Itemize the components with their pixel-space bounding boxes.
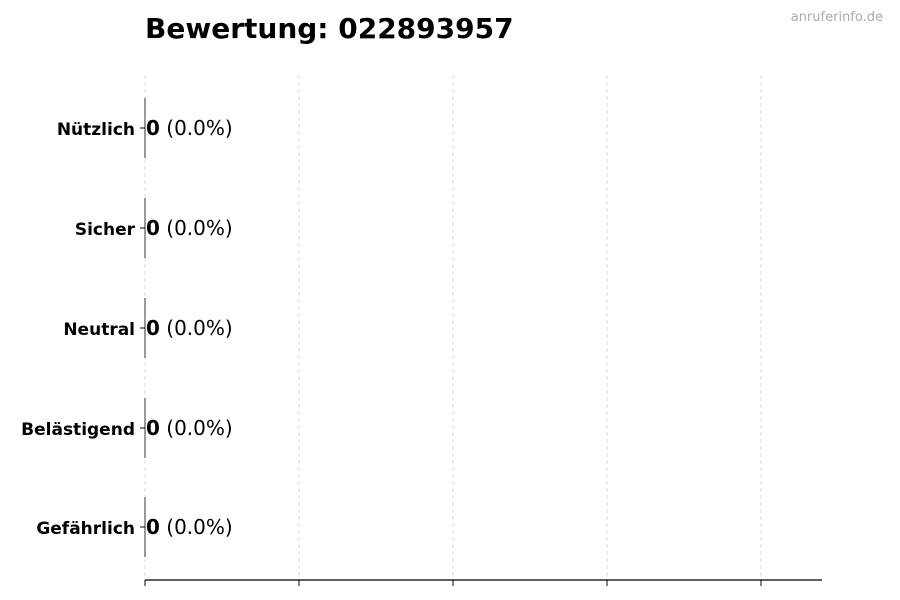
data-label-count: 0 (146, 116, 160, 140)
data-label-percent: (0.0%) (160, 116, 233, 140)
y-tick-label: Belästigend (21, 420, 135, 440)
watermark: anruferinfo.de (790, 10, 883, 25)
chart-title: Bewertung: 022893957 (145, 12, 514, 45)
data-label-count: 0 (146, 515, 160, 539)
data-label-count: 0 (146, 416, 160, 440)
data-label-count: 0 (146, 316, 160, 340)
y-tick-label: Sicher (75, 220, 136, 240)
data-label-percent: (0.0%) (160, 216, 233, 240)
data-label: 0 (0.0%) (146, 316, 233, 340)
data-label: 0 (0.0%) (146, 216, 233, 240)
data-label: 0 (0.0%) (146, 416, 233, 440)
data-label: 0 (0.0%) (146, 116, 233, 140)
data-label-percent: (0.0%) (160, 316, 233, 340)
y-tick-label: Nützlich (57, 120, 135, 140)
data-label-percent: (0.0%) (160, 416, 233, 440)
y-tick-label: Gefährlich (36, 519, 135, 539)
data-label: 0 (0.0%) (146, 515, 233, 539)
data-label-percent: (0.0%) (160, 515, 233, 539)
data-label-count: 0 (146, 216, 160, 240)
y-tick-label: Neutral (63, 320, 135, 340)
